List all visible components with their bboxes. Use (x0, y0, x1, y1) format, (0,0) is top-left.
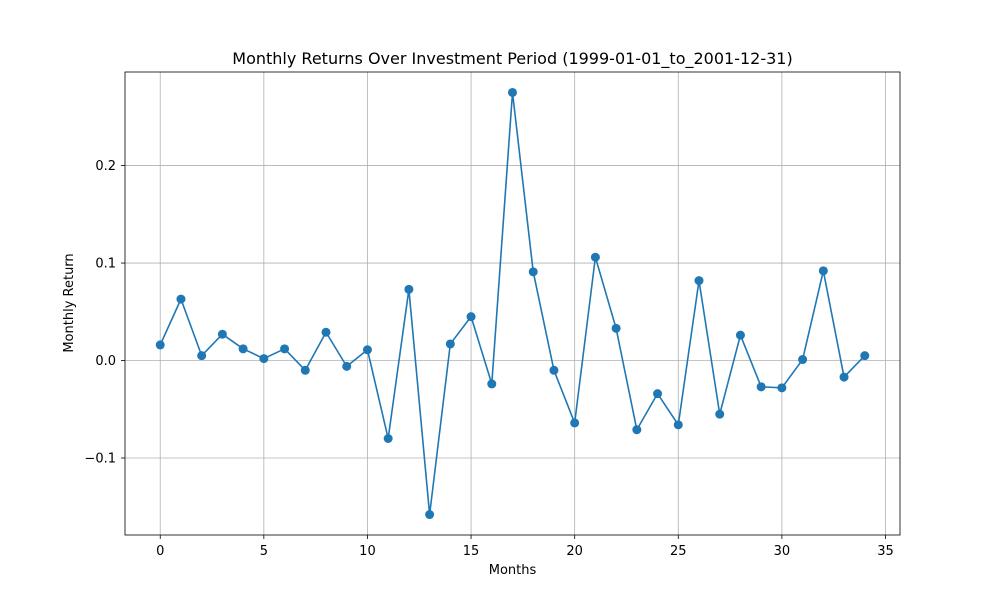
data-point (590, 252, 600, 262)
series (155, 87, 870, 520)
x-tick-label: 25 (670, 544, 687, 559)
data-point (238, 344, 248, 354)
data-point (632, 425, 642, 435)
data-point (425, 510, 435, 520)
data-point (673, 420, 683, 430)
data-point (653, 389, 663, 399)
data-point (715, 409, 725, 419)
data-point (798, 355, 808, 365)
data-point (300, 365, 310, 375)
data-point (570, 418, 580, 428)
data-point (487, 379, 497, 389)
data-point (694, 276, 704, 286)
data-point (404, 284, 414, 294)
data-point (217, 329, 227, 339)
data-point (342, 361, 352, 371)
grid (125, 72, 900, 535)
x-tick-label: 30 (774, 544, 791, 559)
data-point (777, 383, 787, 393)
data-point (735, 330, 745, 340)
data-point (445, 339, 455, 349)
data-point (321, 327, 331, 337)
data-point (197, 351, 207, 361)
data-point (508, 87, 517, 97)
y-axis-label: Monthly Return (62, 253, 77, 352)
data-point (466, 312, 476, 322)
x-tick-label: 10 (359, 544, 376, 559)
data-point (860, 351, 870, 361)
data-point (549, 365, 559, 375)
data-point (528, 267, 538, 277)
y-tick-label: 0.2 (95, 159, 116, 174)
data-point (818, 266, 828, 276)
data-point (839, 372, 849, 382)
x-tick-label: 35 (877, 544, 894, 559)
data-point (362, 345, 372, 355)
x-tick-label: 15 (463, 544, 480, 559)
data-point (611, 323, 621, 333)
y-tick-label: 0.1 (95, 257, 116, 272)
y-tick-label: −0.1 (84, 451, 116, 466)
plot-frame (124, 71, 901, 536)
y-tick-label: 0.0 (95, 354, 116, 369)
x-axis-label: Months (489, 563, 537, 578)
data-point (280, 344, 290, 354)
data-point (155, 340, 165, 350)
data-point (383, 434, 393, 444)
axes: 0 5 10 15 20 25 30 35 −0.1 0.0 0.1 0.2 (84, 71, 901, 559)
data-point (259, 354, 269, 364)
x-tick-label: 20 (566, 544, 583, 559)
series-line (159, 91, 866, 516)
x-tick-label: 5 (260, 544, 268, 559)
x-tick-label: 0 (156, 544, 164, 559)
data-point (176, 294, 186, 304)
chart-title: Monthly Returns Over Investment Period (… (232, 49, 792, 69)
data-point (756, 382, 766, 392)
